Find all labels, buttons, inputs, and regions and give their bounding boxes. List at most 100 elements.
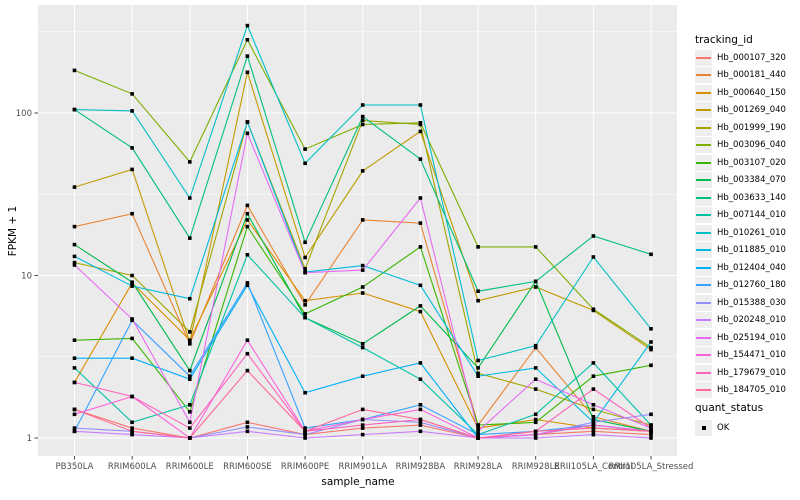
data-point-Hb_011885_010	[476, 374, 480, 378]
data-point-Hb_010261_010	[533, 343, 538, 348]
data-point-Hb_007144_010	[533, 412, 538, 417]
data-point-Hb_025194_010	[591, 403, 596, 407]
data-point-Hb_003107_020	[591, 374, 596, 378]
data-point-Hb_000181_440	[533, 345, 538, 350]
legend-item: Hb_012404_040	[695, 259, 786, 277]
data-point-Hb_000640_150	[476, 426, 480, 430]
data-point-Hb_000181_440	[130, 211, 134, 216]
data-point-Hb_012404_040	[188, 377, 192, 381]
legend-key-line	[696, 144, 711, 147]
data-point-Hb_000107_320	[649, 432, 653, 437]
data-point-Hb_000640_150	[245, 218, 250, 222]
data-point-Hb_184705_010	[533, 429, 538, 434]
legend-item-label: Hb_012404_040	[717, 262, 786, 273]
data-point-Hb_003384_070	[72, 242, 77, 247]
legend-item: Hb_012760_180	[695, 277, 786, 295]
legend-item: Hb_001999_190	[695, 119, 786, 137]
data-point-Hb_025194_010	[303, 270, 307, 275]
legend-item-label: Hb_003096_040	[717, 140, 786, 151]
legend-item: Hb_003107_020	[695, 154, 786, 172]
data-point-Hb_020248_010	[591, 432, 596, 437]
legend-item: Hb_003633_140	[695, 189, 786, 207]
x-tick-label: RRIM600PE	[281, 462, 329, 472]
legend-item-label: Hb_179679_010	[717, 367, 786, 378]
legend-item: Hb_154471_010	[695, 347, 786, 365]
data-point-Hb_001269_040	[360, 169, 365, 173]
data-point-Hb_001999_190	[591, 407, 596, 412]
data-point-Hb_179679_010	[130, 394, 134, 399]
y-tick-label: 1	[27, 434, 32, 444]
legend-item-label: Hb_010261_010	[717, 227, 786, 238]
legend-key-line	[696, 161, 711, 164]
data-point-Hb_003096_040	[130, 92, 134, 96]
data-point-Hb_011885_010	[188, 296, 192, 301]
x-tick-label: RRIM928LA	[454, 462, 503, 472]
legend-key-line	[696, 284, 711, 287]
data-point-Hb_010261_010	[188, 196, 192, 200]
legend-item: Hb_001269_040	[695, 102, 786, 120]
data-point-Hb_184705_010	[130, 429, 134, 434]
data-point-Hb_025194_010	[72, 263, 77, 267]
legend-key-line	[696, 266, 711, 269]
legend-item: Hb_020248_010	[695, 312, 786, 330]
legend-item-label: Hb_000640_150	[717, 87, 786, 98]
x-tick-label: RRIM928BA	[396, 462, 446, 472]
legend-item: Hb_000640_150	[695, 84, 786, 102]
data-point-Hb_001269_040	[303, 255, 307, 260]
data-point-Hb_003107_020	[245, 224, 250, 229]
data-point-Hb_001269_040	[476, 298, 480, 303]
data-point-Hb_003633_140	[476, 289, 480, 293]
x-tick-label: RRIM600SE	[223, 462, 272, 472]
data-point-Hb_020248_010	[360, 432, 365, 437]
legend-item: Hb_010261_010	[695, 224, 786, 242]
data-point-Hb_001269_040	[245, 70, 250, 75]
data-point-Hb_001269_040	[188, 340, 192, 344]
data-point-Hb_015388_030	[591, 420, 596, 425]
legend-item-label: Hb_007144_010	[717, 210, 786, 221]
legend-items-quant-status: OK	[695, 419, 729, 437]
data-point-Hb_003107_020	[188, 410, 192, 414]
data-point-Hb_012760_180	[476, 432, 480, 437]
data-point-Hb_154471_010	[245, 338, 250, 342]
legend-key-line	[696, 319, 711, 322]
data-point-Hb_000107_320	[130, 426, 134, 430]
data-point-Hb_025194_010	[360, 268, 365, 272]
data-point-Hb_184705_010	[72, 407, 77, 412]
legend-key	[695, 67, 712, 84]
data-point-Hb_001269_040	[130, 167, 134, 172]
data-point-Hb_001999_190	[72, 260, 77, 265]
data-point-Hb_011885_010	[245, 120, 250, 124]
data-point-Hb_003633_140	[360, 114, 365, 119]
data-point-Hb_012404_040	[418, 361, 423, 365]
data-point-Hb_154471_010	[72, 412, 77, 417]
data-point-Hb_012404_040	[130, 356, 134, 360]
data-point-Hb_003633_140	[591, 234, 596, 238]
data-point-Hb_001999_190	[130, 273, 134, 278]
data-point-Hb_007144_010	[303, 315, 307, 320]
legend-key-line	[696, 231, 711, 234]
data-point-Hb_000181_440	[418, 221, 423, 225]
data-point-Hb_012760_180	[418, 403, 423, 407]
legend-key	[695, 242, 712, 259]
legend-key	[695, 277, 712, 294]
data-point-Hb_003096_040	[418, 121, 423, 125]
legend-item: Hb_000181_440	[695, 67, 786, 85]
legend-item: Hb_011885_010	[695, 242, 786, 260]
data-point-Hb_020248_010	[649, 436, 653, 440]
data-point-Hb_010261_010	[591, 255, 596, 259]
data-point-Hb_179679_010	[72, 380, 77, 385]
data-point-Hb_003384_070	[418, 304, 423, 308]
legend-item-label: Hb_020248_010	[717, 315, 786, 326]
legend-item: Hb_000107_320	[695, 49, 786, 67]
y-tick-label: 10	[21, 272, 32, 282]
data-point-Hb_025194_010	[533, 377, 538, 381]
data-point-Hb_000107_320	[245, 420, 250, 425]
data-point-Hb_000640_150	[360, 291, 365, 295]
data-point-Hb_015388_030	[649, 412, 653, 417]
data-point-Hb_179679_010	[245, 351, 250, 356]
data-point-Hb_000640_150	[533, 417, 538, 422]
data-point-Hb_020248_010	[245, 429, 250, 434]
data-point-Hb_003633_140	[130, 146, 134, 150]
legend-key	[695, 84, 712, 101]
